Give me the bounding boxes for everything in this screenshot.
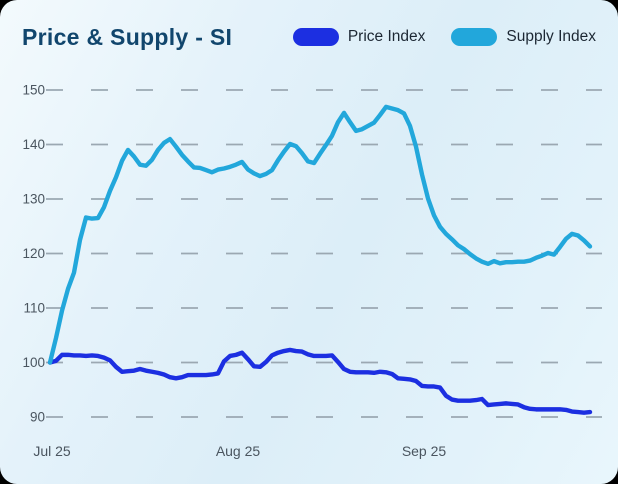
legend-item-supply-index[interactable]: Supply Index: [451, 28, 596, 46]
y-tick-label-130: 130: [22, 192, 45, 207]
chart-header: Price & Supply - SI Price Index Supply I…: [0, 0, 618, 58]
y-tick-label-120: 120: [22, 246, 45, 261]
y-tick-label-110: 110: [23, 301, 45, 316]
y-tick-label-150: 150: [22, 83, 45, 98]
supply-index-line: [47, 104, 593, 365]
y-tick-label-100: 100: [22, 355, 45, 370]
legend: Price Index Supply Index: [292, 28, 596, 46]
legend-item-price-index[interactable]: Price Index: [292, 28, 426, 46]
price-index-swatch: [292, 28, 339, 46]
supply-index-swatch: [451, 28, 498, 46]
x-tick-label-sep-25: Sep 25: [402, 443, 447, 459]
supply-index-label: Supply Index: [506, 28, 596, 45]
price-index-label: Price Index: [347, 28, 426, 45]
y-tick-label-90: 90: [30, 410, 45, 425]
x-tick-label-jul-25: Jul 25: [33, 443, 71, 459]
chart-title: Price & Supply - SI: [22, 23, 233, 50]
y-tick-label-140: 140: [22, 137, 45, 152]
x-tick-label-aug-25: Aug 25: [216, 443, 261, 459]
price-index-line: [47, 347, 593, 415]
